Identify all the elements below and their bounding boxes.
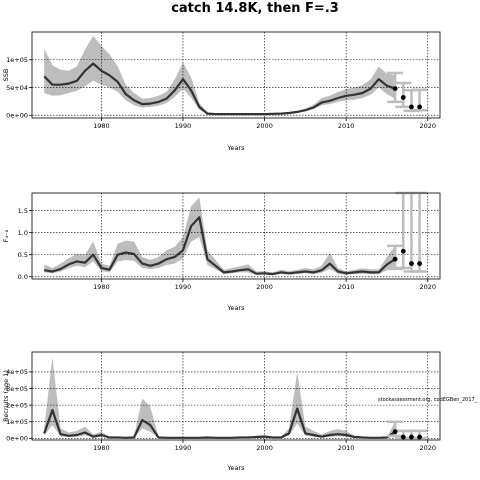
x-tick-label: 1990 xyxy=(175,122,192,130)
projection-point xyxy=(392,429,398,435)
projection-point xyxy=(409,261,414,266)
y-tick-label: 2e+05 xyxy=(6,401,28,409)
x-tick-label: 2010 xyxy=(338,444,355,452)
x-axis-label: Years xyxy=(226,144,245,152)
projection-point xyxy=(417,261,422,266)
y-tick-label: 3e+05 xyxy=(6,385,28,393)
y-tick-label: 1e+05 xyxy=(6,418,28,426)
panel-ssb: 1980 1990 2000 2010 2020 0e+00 5e+04 1e+05 Years… xyxy=(2,31,441,152)
x-tick-label: 2020 xyxy=(419,444,436,452)
panel-recruits: 1980 1990 2000 2010 2020 0e+00 1e+05 2e+05 3e+05… xyxy=(2,351,441,472)
x-tick-label: 2010 xyxy=(338,283,355,291)
panel-f: 1980 1990 2000 2010 2020 0.0 0.5 1.0 1.5 Years F₄₋… xyxy=(2,191,441,312)
confidence-band xyxy=(44,35,396,115)
projection-point xyxy=(409,104,414,110)
plot-frame xyxy=(31,351,441,441)
x-tick-label: 1980 xyxy=(93,283,110,291)
projection-point xyxy=(392,256,398,262)
x-tick-label: 2020 xyxy=(419,122,436,130)
x-tick-label: 1980 xyxy=(93,122,110,130)
x-tick-label: 2020 xyxy=(419,283,436,291)
estimate-line xyxy=(43,62,396,116)
estimate-line xyxy=(44,216,396,276)
x-axis-label: Years xyxy=(226,304,245,312)
projection-point xyxy=(400,95,406,100)
projection-point xyxy=(392,86,398,91)
x-axis-label: Years xyxy=(226,464,245,472)
x-tick-label: 2000 xyxy=(256,122,273,130)
x-tick-label: 1990 xyxy=(175,444,192,452)
footnote-label: stockassessment.org, codEGBen_2017_ xyxy=(378,397,478,403)
projection-point xyxy=(400,248,406,254)
x-tick-label: 2000 xyxy=(256,283,273,291)
y-tick-label: 0e+00 xyxy=(6,112,28,120)
y-tick-label: 1.5 xyxy=(18,207,28,215)
y-axis-label: Recruits (age 1) xyxy=(2,370,10,422)
y-axis-label: SSB xyxy=(2,69,10,82)
estimate-line xyxy=(43,407,396,439)
y-tick-label: 4e+05 xyxy=(6,368,28,376)
y-tick-label: 5e+04 xyxy=(6,84,28,92)
plot-frame xyxy=(31,31,441,119)
confidence-band xyxy=(44,357,396,439)
y-tick-label: 0.5 xyxy=(18,251,28,259)
projection-point xyxy=(417,434,422,440)
x-tick-label: 1980 xyxy=(93,444,110,452)
figure-title: catch 14.8K, then F=.3 xyxy=(171,1,339,16)
y-tick-label: 1.0 xyxy=(18,229,28,237)
projection-point xyxy=(400,434,406,440)
y-tick-label: 1e+05 xyxy=(6,56,28,64)
y-axis-label: F₄₋₈ xyxy=(2,229,10,242)
projection-point xyxy=(409,434,414,440)
plot-frame xyxy=(31,192,441,280)
y-tick-label: 0.0 xyxy=(18,273,28,281)
confidence-band xyxy=(44,197,396,275)
x-tick-label: 1990 xyxy=(175,283,192,291)
y-tick-label: 0e+00 xyxy=(6,435,28,443)
x-tick-label: 2010 xyxy=(338,122,355,130)
projection-point xyxy=(417,104,422,110)
x-tick-label: 2000 xyxy=(256,444,273,452)
